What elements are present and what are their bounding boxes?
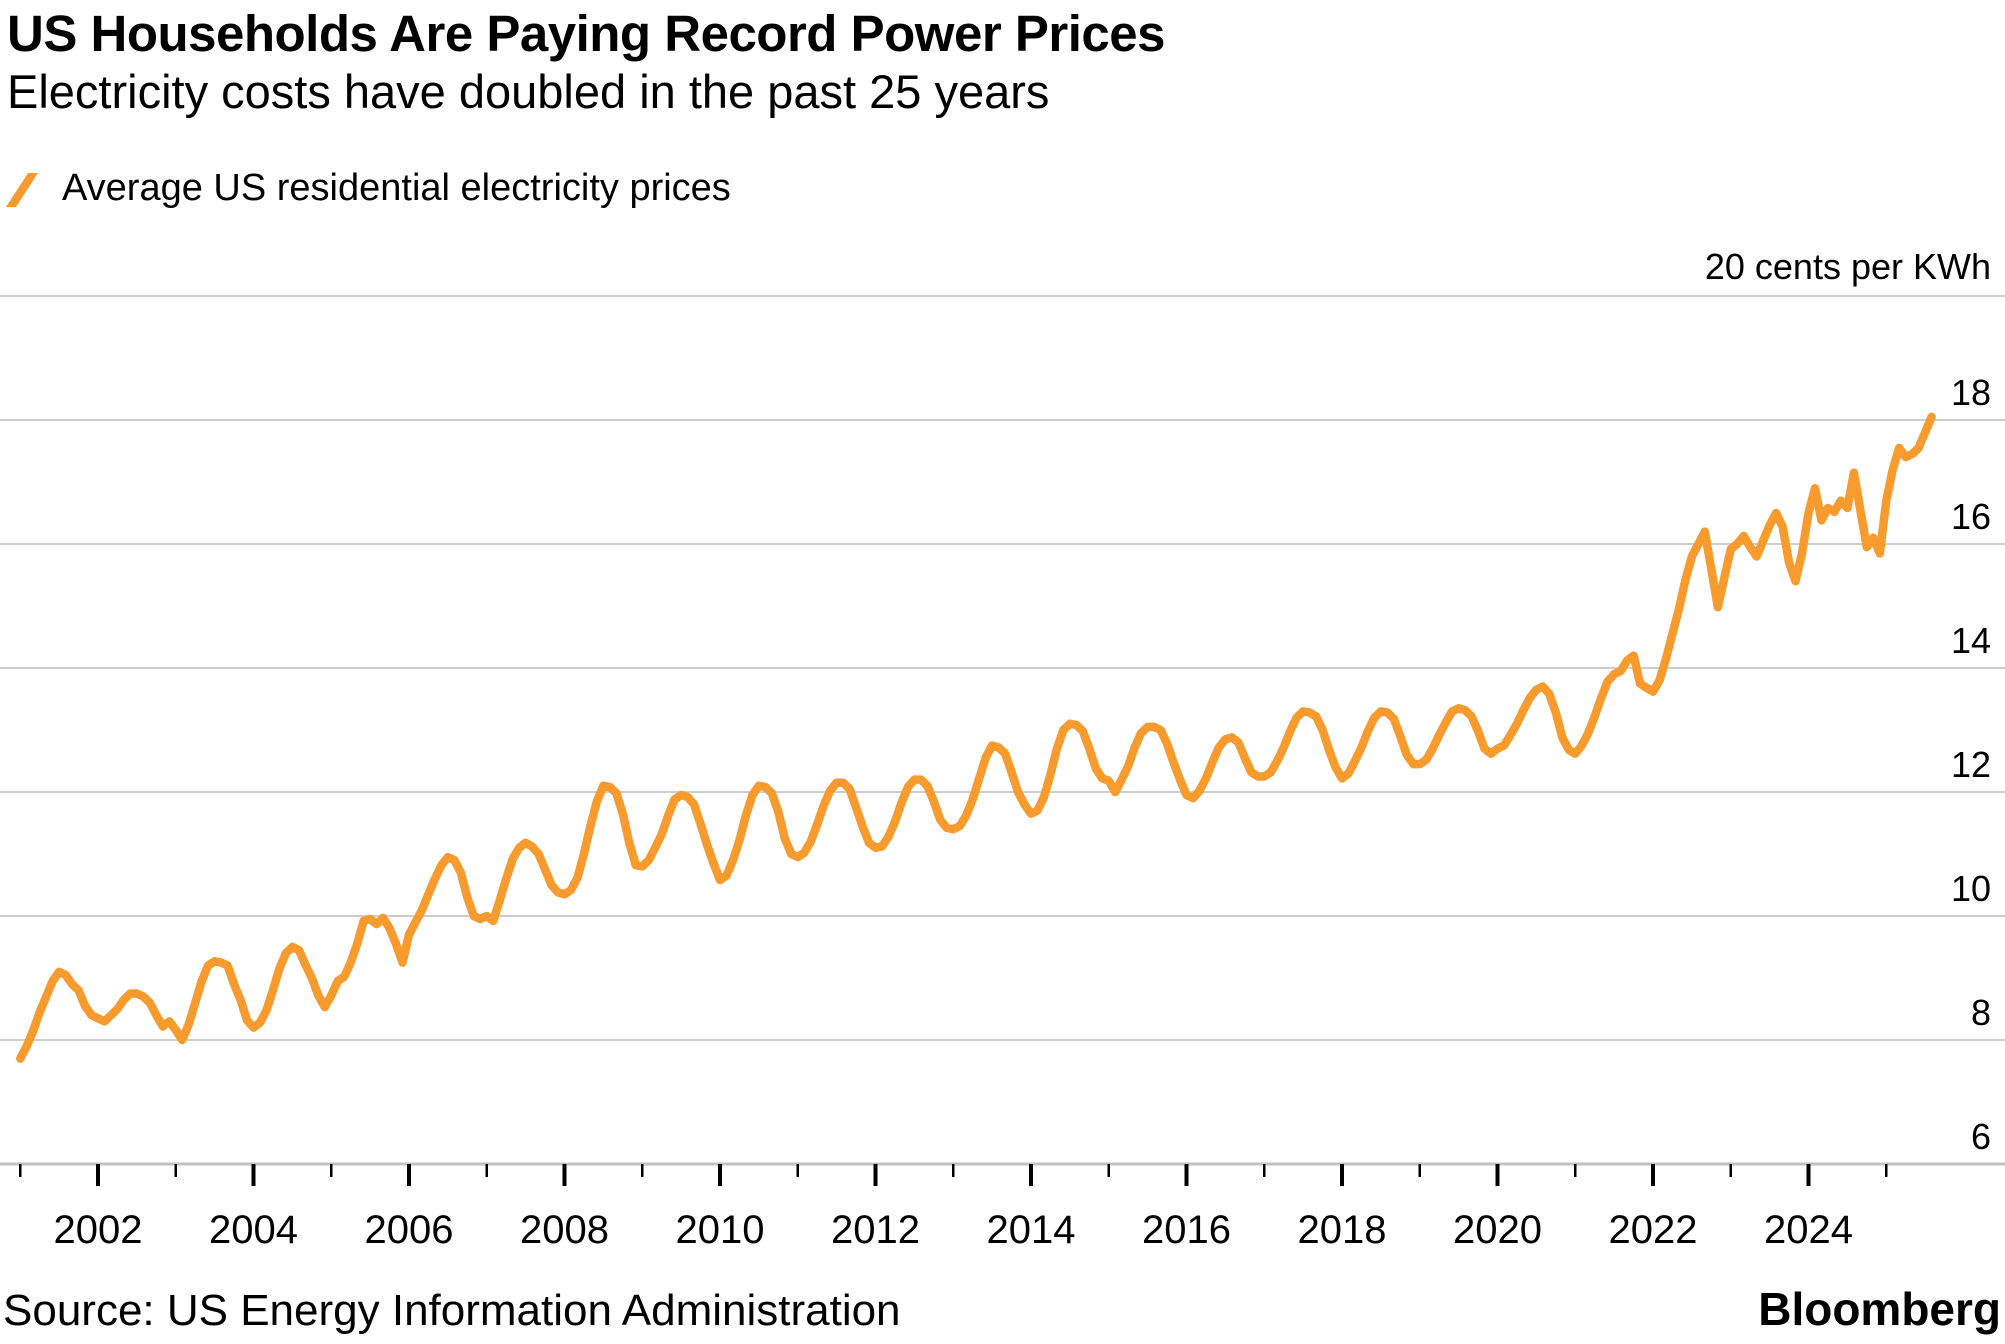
x-axis-major-tick bbox=[873, 1164, 878, 1186]
x-axis-major-tick bbox=[1184, 1164, 1189, 1186]
y-axis-label: 6 bbox=[1971, 1116, 1991, 1157]
x-axis-major-tick bbox=[1651, 1164, 1655, 1186]
x-axis-label: 2020 bbox=[1453, 1208, 1542, 1252]
x-axis-major-tick bbox=[718, 1164, 722, 1186]
x-axis-minor-tick bbox=[1574, 1164, 1577, 1177]
bloomberg-logo: Bloomberg bbox=[1758, 1283, 2001, 1335]
legend-slash-shape bbox=[6, 173, 38, 207]
x-axis-label: 2024 bbox=[1764, 1208, 1853, 1252]
y-axis-label: 16 bbox=[1951, 496, 1991, 537]
x-axis-major-tick bbox=[407, 1164, 411, 1186]
legend-slash-icon bbox=[6, 173, 38, 207]
source-note: Source: US Energy Information Administra… bbox=[3, 1286, 901, 1335]
x-axis-minor-tick bbox=[1107, 1164, 1110, 1177]
y-axis-label: 18 bbox=[1951, 372, 1991, 413]
legend-label: Average US residential electricity price… bbox=[62, 166, 731, 209]
y-axis-unit-label: 20 cents per KWh bbox=[1705, 246, 1991, 287]
x-axis-label: 2018 bbox=[1298, 1208, 1387, 1252]
price-line bbox=[16, 412, 1936, 1063]
y-axis-label: 8 bbox=[1971, 992, 1991, 1033]
x-axis-minor-tick bbox=[1418, 1164, 1421, 1177]
x-axis-minor-tick bbox=[952, 1164, 955, 1177]
x-axis-label: 2006 bbox=[365, 1208, 454, 1252]
x-axis-major-tick bbox=[1806, 1164, 1811, 1186]
x-axis-major-tick bbox=[1029, 1164, 1033, 1186]
x-axis-minor-tick bbox=[641, 1164, 644, 1177]
x-axis-label: 2002 bbox=[54, 1208, 143, 1252]
x-axis-label: 2004 bbox=[209, 1208, 298, 1252]
x-axis-label: 2010 bbox=[676, 1208, 765, 1252]
page-subtitle: Electricity costs have doubled in the pa… bbox=[7, 65, 1050, 118]
x-axis-major-tick bbox=[1495, 1164, 1500, 1186]
x-axis-label: 2016 bbox=[1142, 1208, 1231, 1252]
legend: Average US residential electricity price… bbox=[5, 165, 731, 211]
x-axis-minor-tick bbox=[796, 1164, 799, 1177]
x-axis-minor-tick bbox=[1263, 1164, 1266, 1177]
x-axis-minor-tick bbox=[19, 1164, 22, 1177]
x-axis-minor-tick bbox=[1729, 1164, 1732, 1177]
x-axis-minor-tick bbox=[1885, 1164, 1888, 1177]
x-axis-minor-tick bbox=[174, 1164, 177, 1177]
page-title: US Households Are Paying Record Power Pr… bbox=[7, 5, 1165, 62]
y-axis-label: 12 bbox=[1951, 744, 1991, 785]
x-axis-label: 2014 bbox=[987, 1208, 1076, 1252]
x-axis-label: 2022 bbox=[1609, 1208, 1698, 1252]
y-axis-label: 14 bbox=[1951, 620, 1991, 661]
x-axis-label: 2012 bbox=[831, 1208, 920, 1252]
x-axis-minor-tick bbox=[330, 1164, 333, 1177]
x-axis-major-tick bbox=[96, 1164, 100, 1186]
x-axis-major-tick bbox=[1340, 1164, 1344, 1186]
x-axis-major-tick bbox=[251, 1164, 256, 1186]
x-axis-minor-tick bbox=[485, 1164, 488, 1177]
x-axis-label: 2008 bbox=[520, 1208, 609, 1252]
y-axis-label: 10 bbox=[1951, 868, 1991, 909]
x-axis-major-tick bbox=[562, 1164, 567, 1186]
